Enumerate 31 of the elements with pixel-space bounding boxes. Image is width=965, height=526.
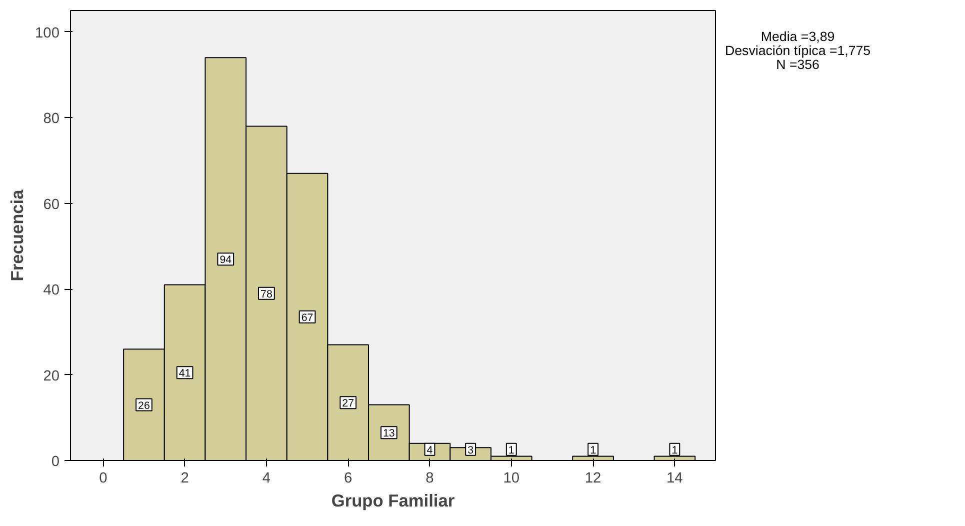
x-tick-label: 14	[666, 470, 683, 486]
y-tick-label: 40	[43, 282, 60, 299]
x-tick-label: 12	[584, 470, 602, 486]
y-tick-label: 100	[35, 25, 60, 42]
data-label: 1	[672, 444, 678, 456]
x-tick-label: 0	[99, 470, 108, 486]
y-tick-label: 20	[43, 368, 60, 384]
y-tick-label: 60	[43, 196, 60, 213]
text: N =356	[776, 56, 820, 72]
y-axis-title: Frecuencia	[7, 189, 28, 282]
data-label: 67	[301, 312, 314, 324]
data-label: 26	[138, 400, 150, 412]
text: Desviación típica =1,775	[725, 42, 871, 58]
data-label: 1	[508, 444, 514, 456]
data-label: 3	[468, 444, 474, 456]
data-label: 13	[382, 428, 395, 440]
x-axis-title: Grupo Familiar	[331, 490, 455, 510]
data-label: 27	[342, 398, 354, 410]
data-label: 4	[426, 444, 433, 456]
x-tick-label: 2	[180, 470, 189, 486]
y-tick-label: 80	[43, 111, 60, 128]
text: Media =3,89	[760, 29, 835, 44]
y-tick-label: 0	[51, 454, 60, 470]
x-tick-label: 8	[426, 470, 434, 486]
x-tick-label: 6	[344, 470, 352, 486]
x-tick-label: 10	[503, 470, 520, 486]
data-label: 1	[590, 444, 596, 456]
data-label: 78	[260, 288, 272, 300]
data-label: 94	[220, 254, 232, 266]
data-label: 41	[178, 368, 191, 380]
x-tick-label: 4	[262, 470, 271, 486]
